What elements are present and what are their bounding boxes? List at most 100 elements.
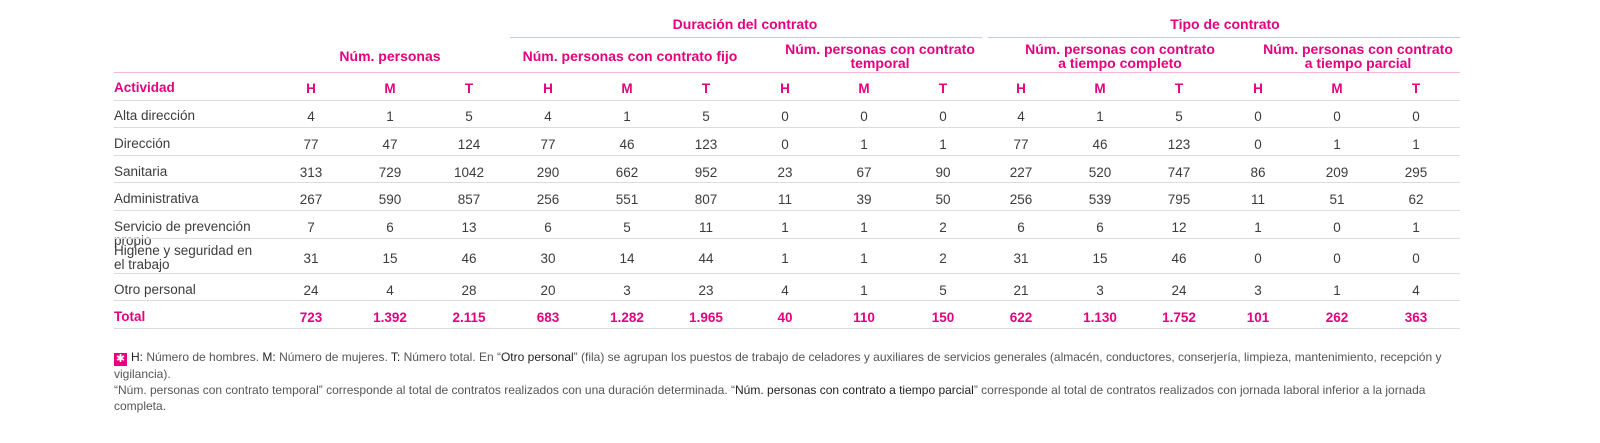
table-cell: 747 [1167, 165, 1191, 180]
row-label: Actividad [114, 80, 175, 95]
note-text-a: Número de hombres. [143, 350, 263, 364]
table-cell: 723 [299, 310, 323, 325]
table-cell: 47 [382, 137, 398, 152]
table-cell: 11 [777, 192, 792, 207]
table-cell: 952 [694, 165, 718, 180]
column-header: M [858, 81, 870, 96]
table-cell: 290 [536, 165, 560, 180]
table-row: Sanitaria 313 729 1042 290 662 952 23 67 90 227 520… [114, 162, 1460, 184]
table-cell: 683 [536, 310, 560, 325]
table-cell: 4 [307, 109, 315, 124]
table-cell: 6 [544, 220, 552, 235]
table-row: Dirección 77 47 124 77 46 123 0 1 1 77 46 123 0 1 1 [114, 134, 1460, 156]
row-divider [114, 300, 1460, 301]
table-cell: 24 [303, 283, 319, 298]
table-cell: 807 [694, 192, 718, 207]
column-header: M [384, 81, 396, 96]
table-cell: 0 [1254, 137, 1262, 152]
group-tipo-rule [988, 37, 1460, 38]
table-cell: 101 [1246, 310, 1270, 325]
table-cell: 20 [540, 283, 556, 298]
row-label: Servicio de prevención propio [114, 219, 251, 248]
table-cell: 4 [1017, 109, 1025, 124]
table-cell: 123 [694, 137, 718, 152]
table-cell: 30 [540, 251, 556, 266]
group-tipo: Tipo de contrato [1170, 16, 1280, 32]
table-cell: 520 [1088, 165, 1112, 180]
table-cell: 77 [303, 137, 319, 152]
header-rule [114, 72, 1460, 73]
table-cell: 4 [544, 109, 552, 124]
table-cell: 1.130 [1083, 310, 1117, 325]
row-divider [114, 328, 1460, 329]
table-cell: 0 [1412, 251, 1420, 266]
row-divider [114, 100, 1460, 101]
column-header: H [543, 81, 553, 96]
table-cell: 3 [623, 283, 631, 298]
table-cell: 28 [461, 283, 477, 298]
table-cell: 14 [619, 251, 635, 266]
table-cell: 110 [853, 310, 875, 325]
header-row: Actividad H M T H M T H M T H M T H M T [114, 78, 1460, 100]
row-divider [114, 273, 1460, 274]
note-m: M: [262, 350, 276, 364]
table-cell: 1042 [453, 165, 485, 180]
table-cell: 0 [1333, 251, 1341, 266]
table-cell: 0 [1254, 251, 1262, 266]
table-cell: 209 [1325, 165, 1349, 180]
table-cell: 86 [1250, 165, 1266, 180]
row-label: Otro personal [114, 282, 196, 297]
asterisk-icon: ✱ [114, 353, 127, 366]
row-label: Dirección [114, 136, 171, 151]
table-cell: 15 [1092, 251, 1108, 266]
table-row: Servicio de prevención propio 7 6 13 6 5 11 1 1 2… [114, 217, 1460, 248]
column-header: H [1253, 81, 1263, 96]
table-cell: 6 [1096, 220, 1104, 235]
table-cell: 0 [781, 137, 789, 152]
table-cell: 12 [1171, 220, 1187, 235]
column-header: H [1016, 81, 1026, 96]
row-divider [114, 155, 1460, 156]
table-cell: 295 [1404, 165, 1428, 180]
table-cell: 1 [1333, 283, 1341, 298]
colgroup-contrato-temporal: Núm. personas con contrato temporal [785, 41, 975, 71]
table-cell: 363 [1404, 310, 1428, 325]
table-cell: 39 [856, 192, 872, 207]
table-cell: 2 [939, 220, 947, 235]
note-t: T: [390, 350, 401, 364]
table-cell: 3 [1096, 283, 1104, 298]
table-cell: 50 [935, 192, 951, 207]
table-cell: 67 [856, 165, 872, 180]
table-cell: 2.115 [452, 310, 486, 325]
table-cell: 1 [1412, 220, 1420, 235]
table-row: Administrativa 267 590 857 256 551 807 11 39 50 25… [114, 189, 1460, 211]
table-cell: 857 [457, 192, 481, 207]
table-cell: 4 [1412, 283, 1420, 298]
table-cell: 46 [619, 137, 635, 152]
table-cell: 1.392 [373, 310, 407, 325]
column-header: T [464, 81, 474, 96]
table-cell: 31 [303, 251, 319, 266]
note-text-f: ” corresponde al total de contratos real… [114, 383, 1426, 413]
row-divider [114, 210, 1460, 211]
table-cell: 40 [777, 310, 793, 325]
table-cell: 1 [781, 251, 789, 266]
table-cell: 1 [1333, 137, 1341, 152]
table-cell: 0 [781, 109, 789, 124]
table-cell: 7 [307, 220, 315, 235]
table-cell: 4 [781, 283, 789, 298]
table-cell: 1 [386, 109, 394, 124]
table-cell: 24 [1171, 283, 1187, 298]
table-cell: 729 [378, 165, 402, 180]
group-duracion-rule [510, 37, 982, 38]
table-row: Alta dirección 4 1 5 4 1 5 0 0 0 4 1 5 0 0 0 [114, 106, 1460, 128]
colgroup-tiempo-completo: Núm. personas con contrato a tiempo comp… [1025, 41, 1215, 71]
table-row: Higiene y seguridad en el trabajo 31 15 46 3… [114, 244, 1460, 274]
table-cell: 622 [1009, 310, 1033, 325]
table-cell: 539 [1088, 192, 1112, 207]
table-cell: 4 [386, 283, 394, 298]
table-cell: 11 [698, 220, 713, 235]
table-cell: 1 [860, 137, 868, 152]
table-cell: 44 [698, 251, 714, 266]
colgroup-num-personas: Núm. personas [339, 48, 441, 64]
